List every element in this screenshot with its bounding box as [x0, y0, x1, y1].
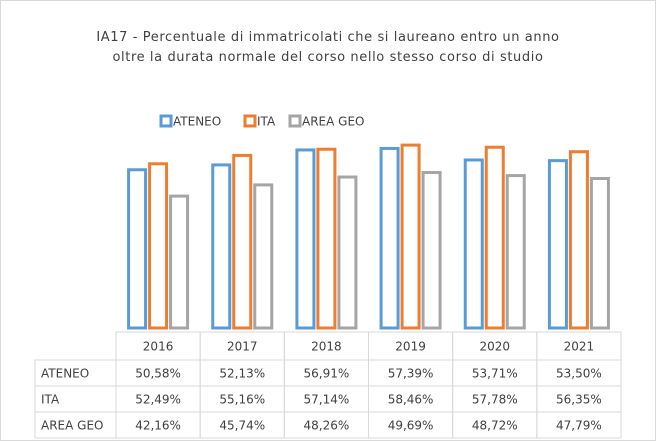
- bar: [379, 146, 400, 330]
- bar: [232, 153, 253, 330]
- legend-swatch: [243, 114, 257, 128]
- x-tick-label: 2018: [311, 340, 342, 354]
- table-value: 50,58%: [135, 367, 181, 381]
- table-value: 57,78%: [472, 393, 518, 407]
- bar: [337, 175, 358, 330]
- legend-label: AREA GEO: [302, 115, 364, 129]
- table-value: 55,16%: [219, 393, 265, 407]
- table-value: 48,72%: [472, 419, 518, 433]
- table-row-label: ITA: [41, 393, 60, 407]
- bar: [547, 159, 568, 330]
- table-value: 49,69%: [388, 419, 434, 433]
- bar: [316, 147, 337, 330]
- bar: [568, 150, 589, 330]
- bar: [463, 158, 484, 330]
- table-row-label: ATENEO: [41, 367, 89, 381]
- bar: [169, 194, 190, 330]
- x-tick-label: 2019: [395, 340, 426, 354]
- table-value: 56,35%: [556, 393, 602, 407]
- table-value: 58,46%: [388, 393, 434, 407]
- table-value: 48,26%: [304, 419, 350, 433]
- table-value: 42,16%: [135, 419, 181, 433]
- bar: [148, 162, 169, 330]
- table-cell: [536, 411, 622, 439]
- bar: [127, 168, 148, 330]
- bar: [421, 171, 442, 330]
- legend-label: ATENEO: [173, 115, 221, 129]
- table-value: 45,74%: [219, 419, 265, 433]
- bar: [295, 148, 316, 330]
- x-tick-label: 2016: [143, 340, 174, 354]
- table-value: 56,91%: [304, 367, 350, 381]
- table-value: 57,39%: [388, 367, 434, 381]
- table-row-label: AREA GEO: [41, 419, 103, 433]
- legend-swatch: [288, 114, 302, 128]
- bar: [400, 143, 421, 330]
- x-tick-label: 2017: [227, 340, 258, 354]
- bar: [253, 183, 274, 330]
- table-value: 52,49%: [135, 393, 181, 407]
- x-tick-label: 2021: [564, 340, 595, 354]
- legend-label: ITA: [257, 115, 276, 129]
- x-tick-label: 2020: [479, 340, 510, 354]
- bar: [505, 174, 526, 330]
- bar: [484, 145, 505, 330]
- table-value: 53,50%: [556, 367, 602, 381]
- table-value: 52,13%: [219, 367, 265, 381]
- table-value: 47,79%: [556, 419, 602, 433]
- bar: [211, 163, 232, 330]
- table-value: 53,71%: [472, 367, 518, 381]
- legend-swatch: [159, 114, 173, 128]
- chart-title: IA17 - Percentuale di immatricolati che …: [96, 30, 560, 65]
- bar: [589, 176, 610, 330]
- table-value: 57,14%: [304, 393, 350, 407]
